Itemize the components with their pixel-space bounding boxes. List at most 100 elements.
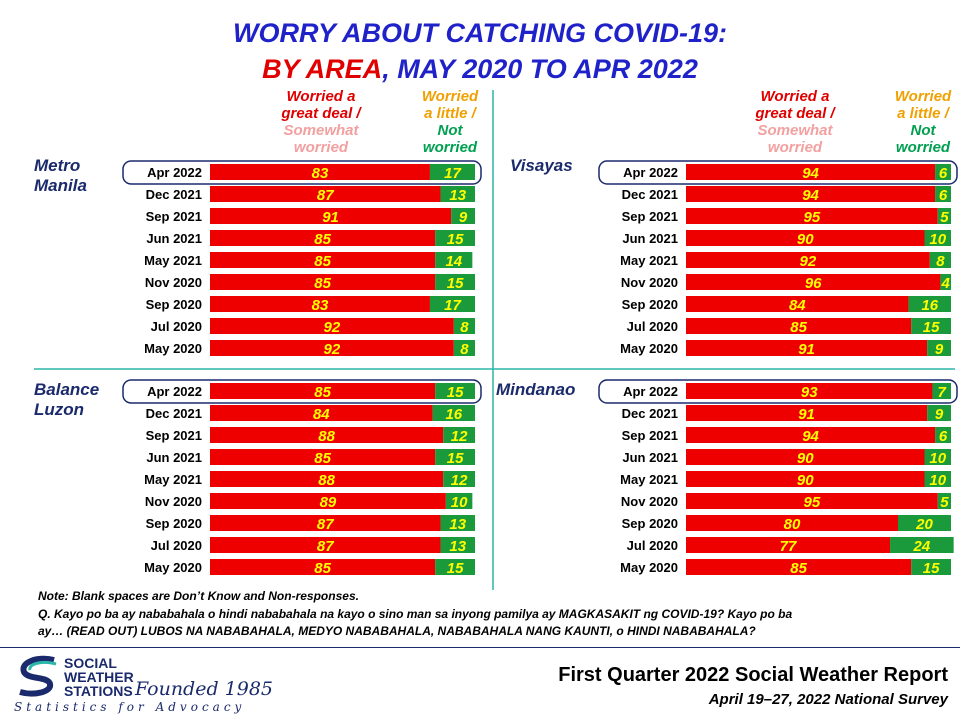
bar-worried xyxy=(210,427,444,443)
note-blank-spaces: Note: Blank spaces are Don’t Know and No… xyxy=(38,589,359,603)
title-area-label: BY AREA xyxy=(262,54,383,84)
value-label-worried: 88 xyxy=(318,428,335,445)
value-label-worried: 85 xyxy=(314,253,331,270)
bar-worried xyxy=(686,515,898,531)
value-label-not-worried: 6 xyxy=(939,165,948,182)
value-label-worried: 80 xyxy=(784,516,801,533)
category-label: Dec 2021 xyxy=(146,187,202,202)
category-label: May 2020 xyxy=(144,341,202,356)
value-label-worried: 84 xyxy=(313,406,330,423)
bar-not-worried xyxy=(908,296,951,312)
category-label: Jun 2021 xyxy=(622,231,678,246)
value-label-worried: 85 xyxy=(314,560,331,577)
bar-worried xyxy=(686,427,936,443)
bar-not-worried xyxy=(935,427,951,443)
category-label: Jun 2021 xyxy=(146,450,202,465)
category-label: Sep 2021 xyxy=(622,209,678,224)
region-label-balance-luzon: Balance Luzon xyxy=(34,380,100,419)
value-label-not-worried: 16 xyxy=(921,297,938,314)
category-label: Jul 2020 xyxy=(627,538,678,553)
value-label-worried: 77 xyxy=(780,538,797,555)
bar-worried xyxy=(686,252,930,268)
bar-not-worried xyxy=(924,471,951,487)
value-label-not-worried: 12 xyxy=(451,472,468,489)
value-label-not-worried: 15 xyxy=(447,231,464,248)
value-label-worried: 91 xyxy=(798,341,815,358)
bar-not-worried xyxy=(898,515,951,531)
value-label-not-worried: 7 xyxy=(938,384,947,401)
value-label-worried: 85 xyxy=(790,319,807,336)
bar-worried xyxy=(686,340,928,356)
bar-not-worried xyxy=(429,164,475,180)
value-label-not-worried: 15 xyxy=(447,275,464,292)
logo-weather: WEATHER xyxy=(64,669,134,685)
category-label: May 2020 xyxy=(144,560,202,575)
bar-worried xyxy=(686,559,912,575)
bar-not-worried xyxy=(435,274,475,290)
value-label-not-worried: 13 xyxy=(449,516,466,533)
category-label: Sep 2020 xyxy=(146,516,202,531)
category-label: May 2021 xyxy=(620,253,678,268)
category-label: Jun 2021 xyxy=(146,231,202,246)
value-label-worried: 93 xyxy=(801,384,818,401)
value-label-worried: 85 xyxy=(790,560,807,577)
value-label-worried: 94 xyxy=(802,428,819,445)
value-label-not-worried: 8 xyxy=(936,253,945,270)
value-label-not-worried: 9 xyxy=(935,341,944,358)
latest-survey-highlight xyxy=(598,160,958,185)
value-label-worried: 88 xyxy=(318,472,335,489)
bar-worried xyxy=(210,186,441,202)
bar-not-worried xyxy=(440,515,475,531)
value-label-worried: 83 xyxy=(312,297,329,314)
bar-worried xyxy=(686,186,936,202)
chart-title-line1: WORRY ABOUT CATCHING COVID-19: xyxy=(232,18,727,48)
value-label-not-worried: 6 xyxy=(939,428,948,445)
value-label-worried: 85 xyxy=(314,450,331,467)
value-label-worried: 85 xyxy=(314,275,331,292)
category-label: Nov 2020 xyxy=(621,275,678,290)
bar-not-worried xyxy=(435,230,475,246)
value-label-not-worried: 15 xyxy=(447,560,464,577)
value-label-not-worried: 13 xyxy=(449,538,466,555)
bar-not-worried xyxy=(924,230,951,246)
value-label-worried: 92 xyxy=(800,253,817,270)
value-label-not-worried: 8 xyxy=(460,341,469,358)
value-label-not-worried: 10 xyxy=(929,472,946,489)
value-label-worried: 92 xyxy=(324,341,341,358)
bar-not-worried xyxy=(911,559,951,575)
bar-not-worried xyxy=(927,405,951,421)
value-label-not-worried: 6 xyxy=(939,187,948,204)
bar-worried xyxy=(210,340,454,356)
bar-not-worried xyxy=(935,164,951,180)
logo-founded: Founded 1985 xyxy=(135,678,274,700)
region-label-visayas: Visayas xyxy=(510,156,573,175)
bar-not-worried xyxy=(440,537,475,553)
bar-not-worried xyxy=(911,318,951,334)
bar-worried xyxy=(210,383,436,399)
sws-logo-icon xyxy=(19,655,57,697)
bar-not-worried xyxy=(937,493,951,509)
value-label-not-worried: 10 xyxy=(929,231,946,248)
bar-worried xyxy=(210,493,446,509)
bar-worried xyxy=(210,537,441,553)
legend-not-worried-header-left: Worried a little / Not worried xyxy=(421,88,479,156)
value-label-worried: 83 xyxy=(312,165,329,182)
title-date-range: , MAY 2020 TO APR 2022 xyxy=(382,54,698,84)
footer-divider xyxy=(0,647,960,648)
legend-not-worried-header-right: Worried a little / Not worried xyxy=(894,88,952,156)
region-label-metro-manila: Metro Manila xyxy=(34,156,87,195)
latest-survey-highlight xyxy=(598,379,958,404)
bar-not-worried xyxy=(924,449,951,465)
value-label-not-worried: 15 xyxy=(923,560,940,577)
logo-stations: STATIONS xyxy=(64,683,133,699)
category-label: Apr 2022 xyxy=(623,384,678,399)
value-label-not-worried: 10 xyxy=(929,450,946,467)
value-label-worried: 87 xyxy=(317,187,334,204)
logo-tagline: Statistics for Advocacy xyxy=(14,700,246,714)
bar-worried xyxy=(686,208,938,224)
category-label: Dec 2021 xyxy=(622,187,678,202)
value-label-not-worried: 20 xyxy=(915,516,933,533)
category-label: May 2020 xyxy=(620,341,678,356)
value-label-worried: 94 xyxy=(802,165,819,182)
